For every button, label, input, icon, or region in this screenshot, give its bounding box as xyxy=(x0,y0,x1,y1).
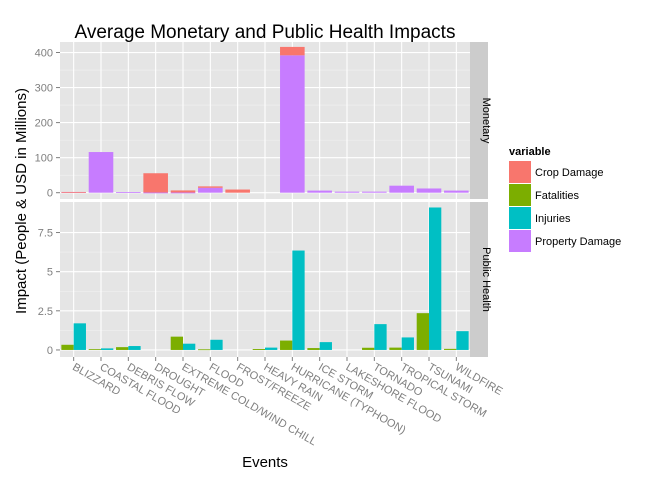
bar-fatalities xyxy=(389,347,402,350)
bar-fatalities xyxy=(307,348,320,350)
chart-title: Average Monetary and Public Health Impac… xyxy=(75,22,456,43)
bar-crop-damage xyxy=(61,191,86,193)
bar-property-damage xyxy=(389,185,414,193)
legend-title: variable xyxy=(509,146,551,158)
bar-injuries xyxy=(319,342,332,350)
bar-injuries xyxy=(456,331,469,350)
y-tick-label: 400 xyxy=(35,48,53,60)
y-axis-label: Impact (People & USD in Millions) xyxy=(13,88,30,314)
legend-label: Property Damage xyxy=(535,236,621,248)
legend-label: Fatalities xyxy=(535,190,580,202)
bar-property-damage xyxy=(307,190,332,193)
bar-injuries xyxy=(292,250,305,350)
bar-crop-damage xyxy=(143,173,168,193)
bar-injuries xyxy=(101,348,114,350)
bar-injuries xyxy=(429,207,442,350)
bar-property-damage xyxy=(416,188,442,193)
legend-key-swatch xyxy=(509,184,531,206)
bar-injuries xyxy=(210,339,223,350)
y-tick-label: 200 xyxy=(35,118,53,130)
bar-property-damage xyxy=(170,192,196,194)
bar-fatalities xyxy=(198,349,211,351)
bar-property-damage xyxy=(198,187,223,193)
bar-crop-damage xyxy=(198,186,223,188)
bar-injuries xyxy=(265,347,278,350)
legend-key-swatch xyxy=(509,161,531,183)
y-tick-label: 0 xyxy=(47,345,53,357)
y-tick-label: 100 xyxy=(35,153,53,165)
bar-fatalities xyxy=(280,340,293,350)
bar-property-damage xyxy=(444,190,469,193)
bar-injuries xyxy=(73,323,86,350)
bar-injuries xyxy=(401,337,414,350)
bar-crop-damage xyxy=(170,190,196,193)
bar-fatalities xyxy=(88,349,101,350)
bar-property-damage xyxy=(116,192,141,193)
bar-crop-damage xyxy=(225,189,250,193)
bar-fatalities xyxy=(61,344,74,350)
bar-fatalities xyxy=(416,313,429,350)
bar-fatalities xyxy=(444,348,457,350)
y-tick-label: 0 xyxy=(47,188,53,200)
facet-strip-label: Monetary xyxy=(480,98,492,144)
bar-property-damage xyxy=(334,191,360,193)
facet-strip-label: Public Health xyxy=(480,247,492,312)
bar-property-damage xyxy=(280,55,305,193)
y-tick-label: 7.5 xyxy=(38,228,53,240)
bar-fatalities xyxy=(170,336,183,350)
bar-property-damage xyxy=(143,192,168,194)
bar-fatalities xyxy=(252,349,265,350)
y-tick-label: 300 xyxy=(35,83,53,95)
bar-injuries xyxy=(183,343,196,350)
x-axis-label: Events xyxy=(242,454,288,471)
legend-label: Injuries xyxy=(535,213,571,225)
legend-key-swatch xyxy=(509,207,531,229)
bar-injuries xyxy=(128,346,141,350)
bar-property-damage xyxy=(88,152,114,193)
facet-strip xyxy=(470,42,488,199)
legend-label: Crop Damage xyxy=(535,167,603,179)
legend-key-swatch xyxy=(509,230,531,252)
y-tick-label: 5 xyxy=(47,267,53,279)
facet-strip xyxy=(470,202,488,357)
bar-property-damage xyxy=(362,191,387,193)
bar-fatalities xyxy=(116,347,129,350)
bar-injuries xyxy=(374,324,387,350)
bar-fatalities xyxy=(362,347,375,350)
y-tick-label: 2.5 xyxy=(38,306,53,318)
bar-crop-damage xyxy=(280,46,305,56)
